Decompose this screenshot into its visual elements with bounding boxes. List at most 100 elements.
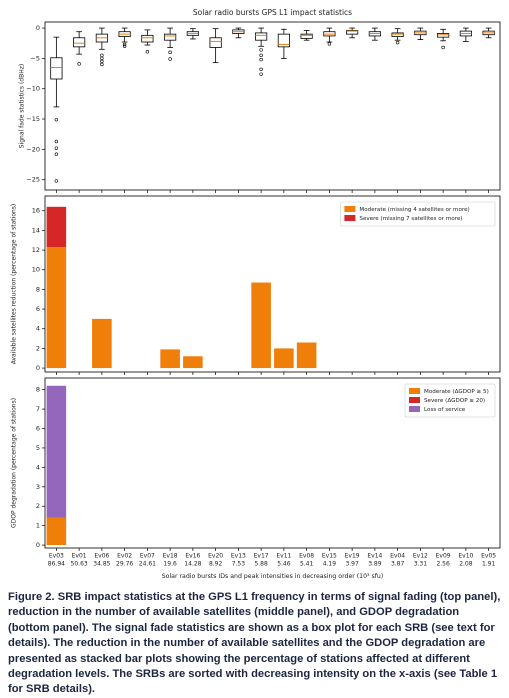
box [255, 32, 268, 41]
x-tick-label: Ev11 [276, 553, 291, 560]
flier [259, 67, 263, 72]
y-tick-label: 0 [36, 364, 40, 372]
y-axis-label: Available satellites reduction (percenta… [11, 204, 18, 365]
figure-caption: Figure 2. SRB impact statistics at the G… [8, 591, 501, 696]
legend-box [340, 201, 496, 227]
y-tick-label: 5 [36, 444, 40, 452]
x-tick-label: Ev01 [72, 553, 87, 560]
x-tick-label: Ev10 [458, 553, 473, 560]
flier [145, 50, 150, 54]
x-tick-label: Ev03 [49, 553, 64, 560]
flier [54, 179, 59, 183]
legend-label: Moderate (ΔGDOP ≥ 5) [424, 389, 489, 395]
x-tick-label: Ev07 [140, 553, 155, 560]
bar [92, 318, 112, 369]
x-tick-label: Ev08 [299, 553, 314, 560]
x-tick-label: Ev15 [322, 553, 337, 560]
flier [100, 56, 104, 61]
flier [54, 139, 59, 144]
legend-box [404, 383, 496, 418]
x-tick-label: Ev16 [185, 553, 200, 560]
legend-swatch [344, 206, 356, 212]
x-tick-sublabel: 29.76 [116, 561, 133, 568]
x-tick-sublabel: 34.85 [93, 561, 110, 568]
bar [46, 206, 67, 248]
x-tick-sublabel: 14.28 [184, 561, 201, 568]
y-axis-label: Signal fade statistics (dBHz) [19, 64, 26, 148]
x-tick-label: Ev14 [367, 553, 382, 560]
x-tick-sublabel: 4.19 [323, 561, 337, 568]
x-tick-sublabel: 2.56 [436, 561, 450, 568]
bar [296, 342, 317, 369]
y-tick-label: 2 [36, 344, 40, 352]
flier [395, 40, 400, 45]
y-tick-label: 10 [32, 266, 40, 274]
x-tick-label: Ev04 [390, 553, 405, 560]
y-tick-label: −20 [26, 145, 40, 153]
legend-label: Moderate (missing 4 satellites or more) [359, 207, 469, 213]
box [164, 33, 177, 41]
x-tick-sublabel: 3.89 [368, 561, 382, 568]
plot-area [44, 21, 501, 191]
bar [46, 385, 67, 518]
flier [122, 42, 127, 47]
bar [251, 282, 271, 369]
y-tick-label: 0 [36, 24, 40, 32]
flier [54, 152, 59, 156]
plot-area [44, 195, 501, 373]
x-tick-label: Ev06 [94, 553, 109, 560]
x-tick-label: Ev09 [436, 553, 451, 560]
x-tick-label: Ev05 [481, 553, 496, 560]
bar [46, 517, 67, 546]
x-tick-sublabel: 24.61 [139, 561, 156, 568]
y-tick-label: 8 [36, 285, 40, 293]
x-tick-sublabel: 86.94 [48, 561, 65, 568]
legend-swatch [409, 397, 420, 403]
flier [54, 146, 59, 150]
y-tick-label: 7 [36, 405, 40, 413]
y-tick-label: 1 [36, 522, 40, 530]
flier [259, 48, 263, 52]
x-tick-label: Ev13 [231, 553, 246, 560]
x-tick-label: Ev18 [163, 553, 178, 560]
legend-swatch [409, 406, 420, 412]
y-tick-label: 6 [36, 305, 40, 313]
y-axis-label: GDOP degradation (percentage of stations… [11, 398, 18, 528]
y-tick-label: 16 [32, 207, 40, 215]
y-tick-label: −25 [26, 176, 40, 184]
box [391, 32, 404, 37]
flier [77, 62, 81, 66]
y-tick-label: 2 [36, 502, 40, 510]
box [73, 37, 86, 48]
box [346, 30, 359, 35]
flier [441, 45, 445, 50]
x-tick-sublabel: 5.46 [277, 561, 291, 568]
flier [259, 57, 263, 62]
flier [100, 59, 104, 64]
flier [168, 57, 172, 61]
y-tick-label: 0 [36, 541, 40, 549]
chart-title: Solar radio bursts GPS L1 impact statist… [193, 8, 352, 17]
x-tick-sublabel: 8.92 [209, 561, 223, 568]
bar [274, 348, 294, 369]
legend-swatch [409, 388, 420, 394]
box [141, 34, 154, 43]
x-tick-label: Ev12 [413, 553, 428, 560]
box [209, 37, 222, 48]
bar [46, 247, 67, 369]
y-tick-label: 4 [36, 325, 40, 333]
legend-label: Severe (ΔGDOP ≥ 20) [424, 398, 485, 404]
flier [100, 53, 104, 58]
x-tick-sublabel: 3.31 [414, 561, 428, 568]
x-tick-sublabel: 3.87 [391, 561, 405, 568]
x-tick-sublabel: 50.63 [71, 561, 88, 568]
x-tick-label: Ev17 [254, 553, 269, 560]
x-tick-sublabel: 5.41 [300, 561, 314, 568]
x-tick-sublabel: 19.6 [163, 561, 177, 568]
y-tick-label: 14 [32, 226, 40, 234]
figure: Solar radio bursts GPS L1 impact statist… [11, 8, 501, 580]
plot-area [44, 377, 501, 549]
bar [160, 349, 180, 369]
legend-label: Severe (missing 7 satellites or more) [359, 216, 462, 222]
